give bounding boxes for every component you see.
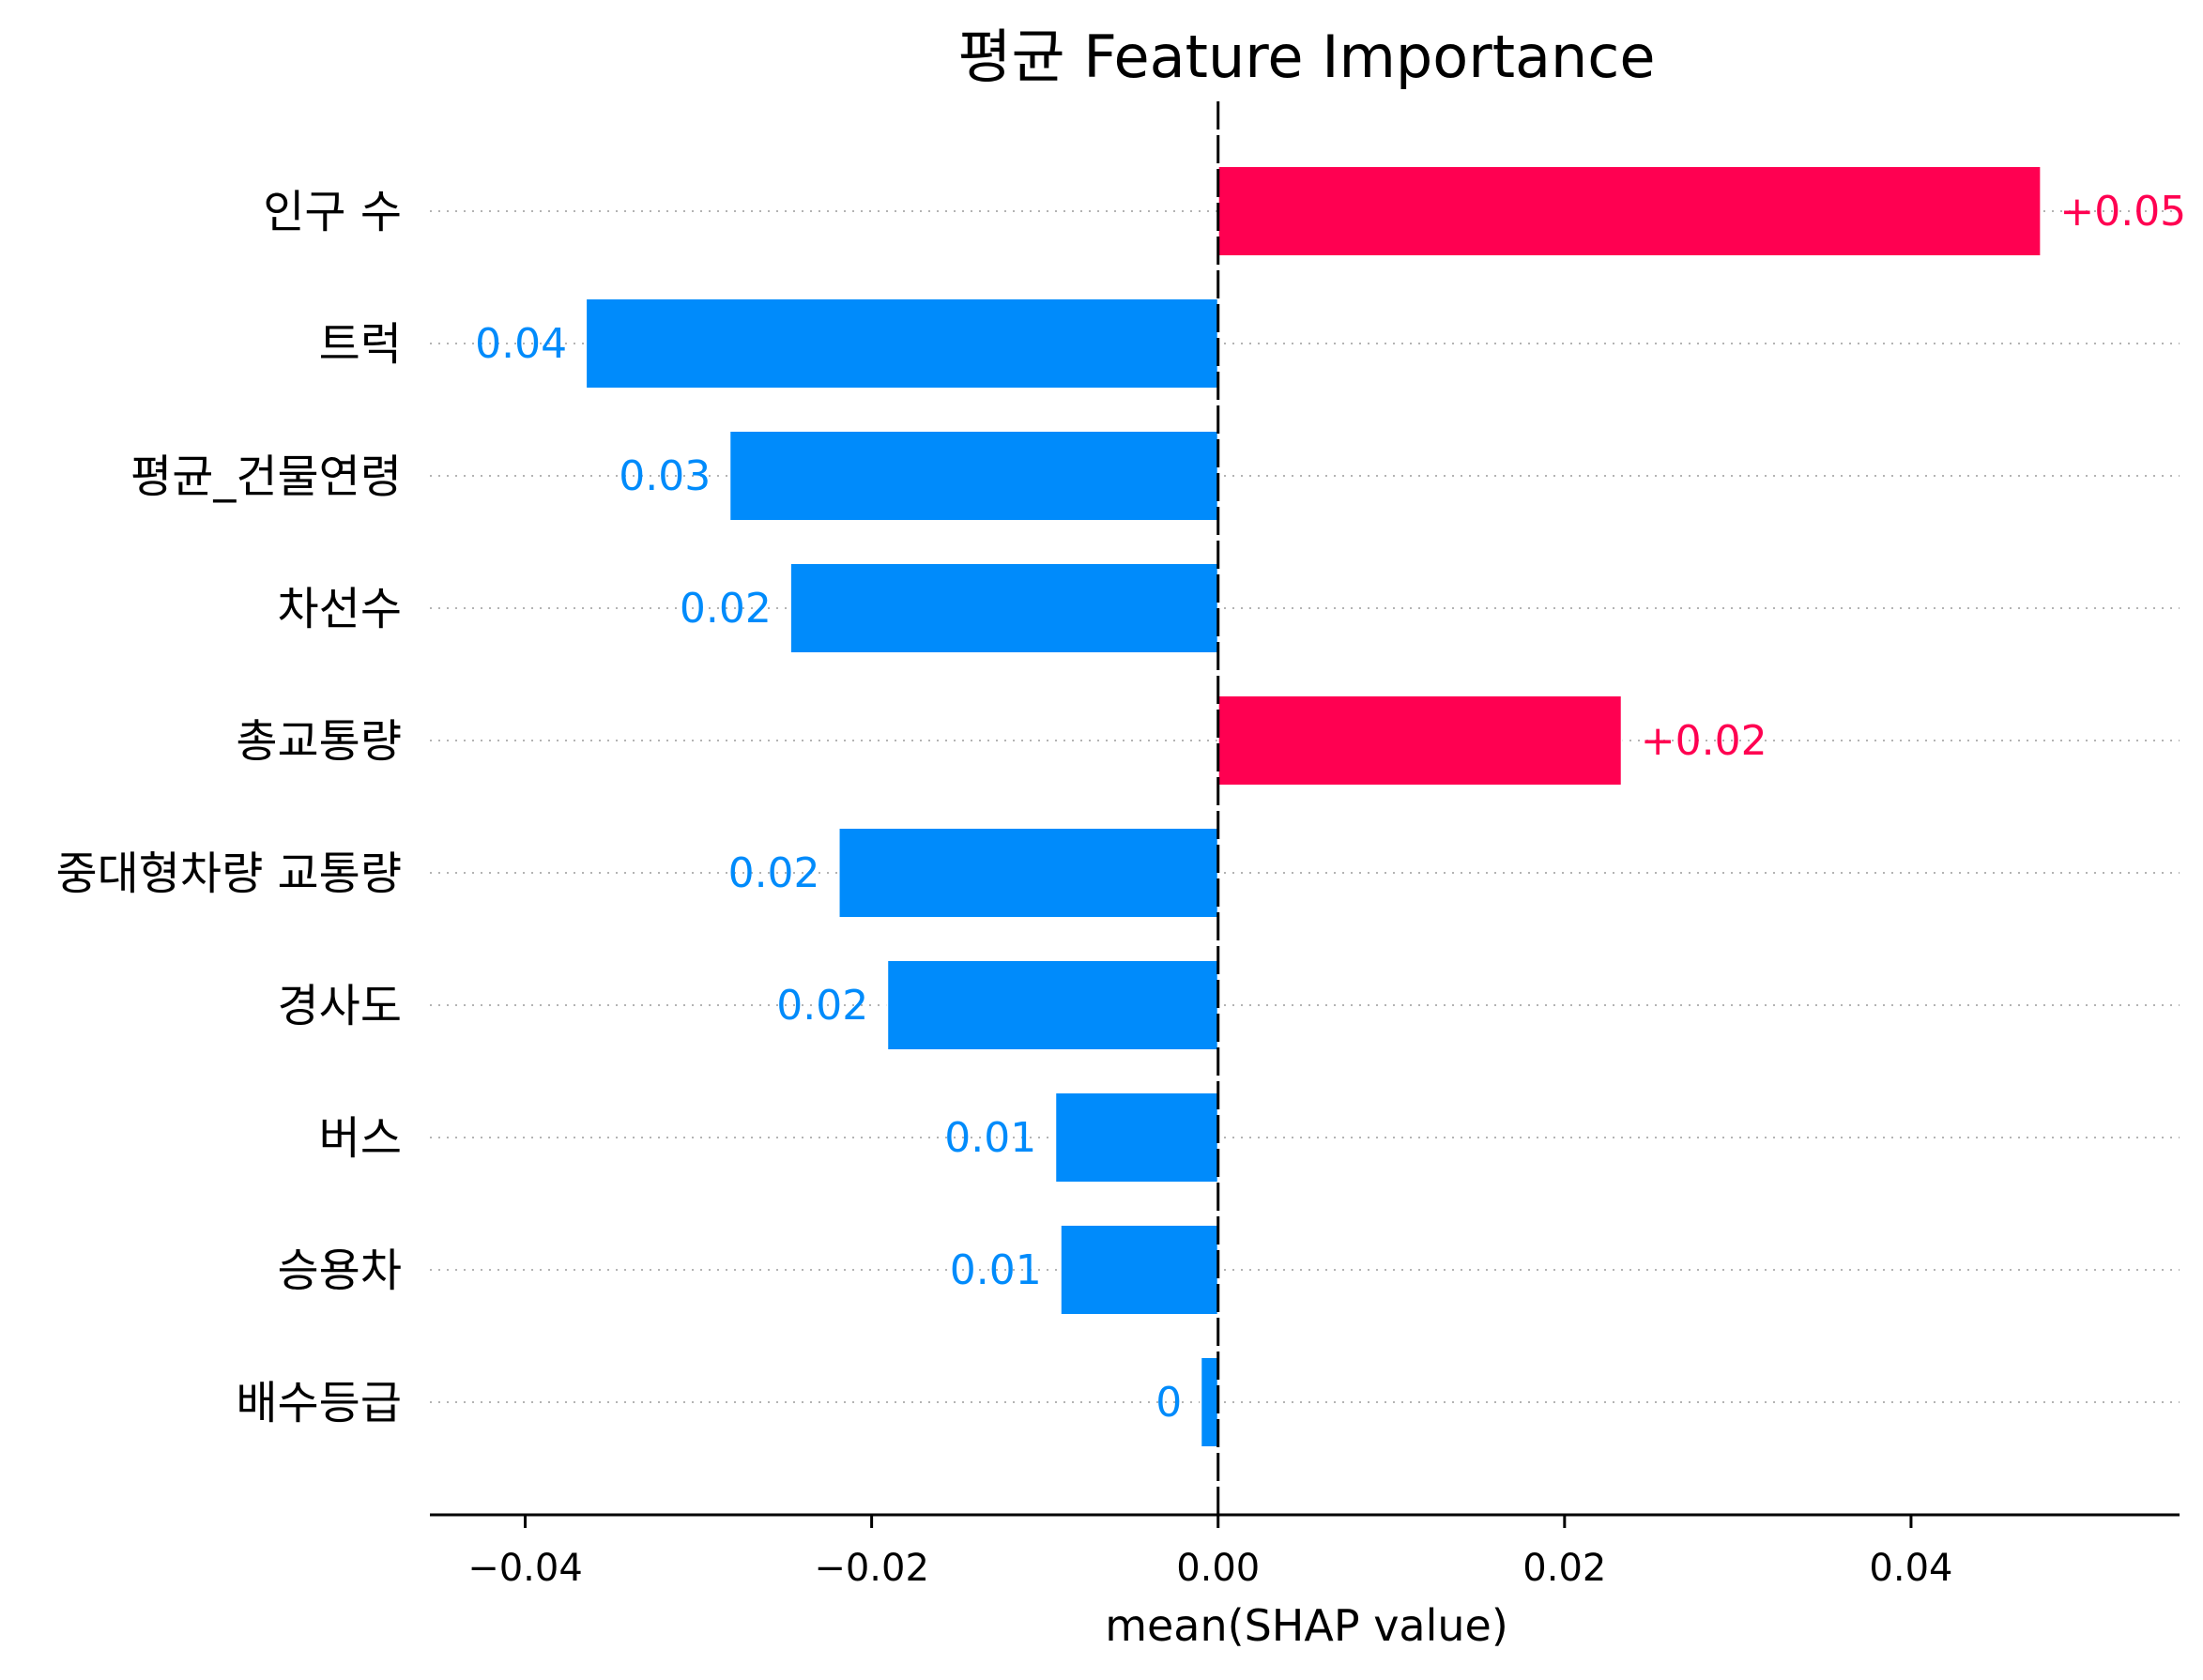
x-tick-label: 0.02 <box>1522 1547 1606 1590</box>
feature-label: 평균_건물연령 <box>130 451 402 503</box>
x-tick-label: 0.00 <box>1176 1547 1260 1590</box>
bar-value-label: 0.01 <box>950 1246 1042 1294</box>
feature-label: 배수등급 <box>236 1377 402 1429</box>
feature-label: 승용차 <box>278 1245 402 1297</box>
bar-3 <box>728 430 1219 522</box>
bar-value-label: 0.02 <box>728 849 820 897</box>
x-tick-label: −0.04 <box>467 1547 583 1590</box>
bar-value-label: +0.02 <box>1641 717 1767 765</box>
bar-value-label: 0.02 <box>680 585 772 633</box>
bar-8 <box>1054 1092 1219 1184</box>
guide-lines <box>430 210 2180 1403</box>
bar-6 <box>837 827 1219 919</box>
bar-4 <box>788 562 1219 654</box>
chart-title: 평균 Feature Importance <box>957 23 1655 91</box>
feature-label: 경사도 <box>278 980 402 1032</box>
feature-label: 인구 수 <box>263 186 402 238</box>
feature-label: 트럭 <box>319 318 402 371</box>
bar-1 <box>1216 165 2042 257</box>
x-tick-label: −0.02 <box>814 1547 929 1590</box>
bars <box>585 165 2042 1448</box>
feature-label: 차선수 <box>278 583 402 635</box>
bar-5 <box>1216 695 1623 787</box>
bar-value-label: 0 <box>1155 1379 1182 1427</box>
bar-7 <box>886 959 1219 1051</box>
x-tick-label: 0.04 <box>1869 1547 1952 1590</box>
x-ticks: −0.04 −0.02 0.00 0.02 0.04 <box>467 1515 1952 1590</box>
bar-10 <box>1200 1356 1219 1448</box>
bar-value-label: 0.02 <box>776 982 868 1030</box>
bar-value-label: 0.04 <box>475 320 567 368</box>
bar-value-label: +0.05 <box>2059 188 2186 236</box>
feature-label: 중대형차량 교통량 <box>55 848 402 900</box>
bar-value-label: 0.03 <box>619 452 711 500</box>
bar-labels: +0.05 0.04 0.03 0.02 +0.02 0.02 0.02 0.01 0.01 0 <box>475 188 2186 1427</box>
feature-label: 버스 <box>319 1112 402 1165</box>
bar-9 <box>1059 1224 1219 1316</box>
bar-value-label: 0.01 <box>944 1114 1036 1162</box>
bar-2 <box>585 298 1219 389</box>
feature-label: 총교통량 <box>236 715 402 768</box>
x-axis-title: mean(SHAP value) <box>1105 1600 1508 1651</box>
